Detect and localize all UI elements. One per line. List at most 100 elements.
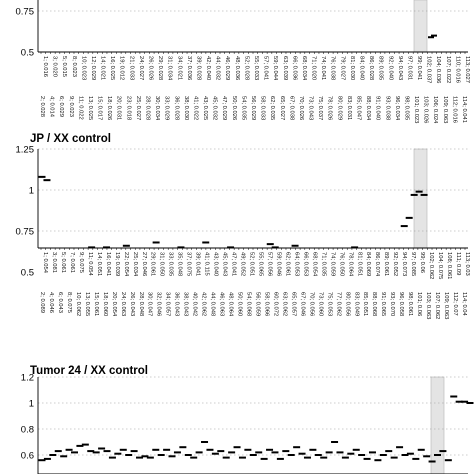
x-tick-label: 84; 0.040 <box>359 56 365 80</box>
x-tick-label: 80; 0.029 <box>336 96 342 120</box>
x-tick-label: 85; 0.051 <box>362 292 368 316</box>
x-tick-label: 109; 0.063 <box>442 96 448 123</box>
x-tick-label: 39; 0.041 <box>195 252 201 276</box>
x-tick-label: 83; 0.049 <box>353 292 359 316</box>
x-tick-label: 20; 0.031 <box>116 96 122 120</box>
x-tick-label: 101; 0.06 <box>416 292 422 316</box>
x-tick-label: 3; 0.020 <box>52 56 58 77</box>
x-tick-label: 25; 0.027 <box>135 96 141 120</box>
x-tick-label: 62; 0.061 <box>284 252 290 276</box>
chart-title: JP / XX control <box>30 133 111 145</box>
x-tick-label: 112; 0.07 <box>452 292 458 316</box>
x-tick-label: 36; 0.028 <box>173 96 179 120</box>
x-tick-label: 65; 0.057 <box>290 292 296 316</box>
x-tick-label: 106; 0.024 <box>432 96 438 124</box>
x-tick-label: 19; 0.039 <box>114 252 120 276</box>
x-tick-label: 102; 0.037 <box>426 56 432 83</box>
x-tick-label: 18; 0.060 <box>102 292 108 316</box>
x-tick-label: 42; 0.062 <box>201 292 207 316</box>
x-tick-label: 40; 0.042 <box>192 292 198 316</box>
x-tick-label: 15; 0.061 <box>93 292 99 316</box>
x-tick-label: 85; 0.047 <box>356 96 362 120</box>
x-tick-label: 5; 0.015 <box>61 56 67 77</box>
x-tick-label: 91; 0.065 <box>380 292 386 316</box>
x-tick-label: 1; 0.054 <box>42 252 48 274</box>
x-tick-label: 48; 0.036 <box>234 56 240 80</box>
x-tick-label: 26; 0.026 <box>148 56 154 80</box>
x-tick-label: 54; 0.035 <box>240 96 246 120</box>
x-tick-label: 88; 0.068 <box>371 292 377 316</box>
x-tick-label: 13; 0.025 <box>87 96 93 120</box>
x-tick-label: 76; 0.038 <box>330 56 336 80</box>
chart-title: Tumor 24 / XX control <box>30 365 148 377</box>
x-tick-label: 8; 0.023 <box>71 56 77 77</box>
x-tick-label: 14; 0.021 <box>100 56 106 80</box>
x-tick-label: 109; 0.063 <box>443 292 449 319</box>
x-tick-label: 24; 0.027 <box>138 56 144 80</box>
x-tick-label: 30; 0.047 <box>147 292 153 316</box>
x-tick-label: 24; 0.063 <box>120 292 126 316</box>
y-tick-label: 1 <box>29 399 34 410</box>
x-tick-label: 73; 0.060 <box>317 292 323 316</box>
x-tick-label: 47; 0.041 <box>231 252 237 276</box>
x-tick-label: 15; 0.017 <box>97 96 103 120</box>
x-tick-label: 52; 0.051 <box>249 252 255 276</box>
x-tick-label: 29; 0.028 <box>157 56 163 80</box>
x-tick-label: 80; 0.056 <box>344 292 350 316</box>
x-tick-label: 44; 0.048 <box>210 292 216 316</box>
x-tick-label: 113; 0.03 <box>464 252 470 276</box>
x-tick-label: 20; 0.054 <box>111 292 117 317</box>
x-tick-label: 43; 0.025 <box>202 96 208 120</box>
x-tick-label: 16; 0.025 <box>109 56 115 80</box>
x-tick-label: 1; 0.016 <box>42 56 48 77</box>
x-tick-label: 108; 0.061 <box>446 252 452 279</box>
x-tick-label: 103; 0.063 <box>425 292 431 319</box>
x-tick-label: 112; 0.016 <box>451 96 457 123</box>
x-tick-label: 68; 0.054 <box>311 252 317 277</box>
x-tick-label: 4; 0.046 <box>48 292 54 313</box>
x-tick-label: 18; 0.026 <box>106 96 112 120</box>
x-tick-label: 45; 0.032 <box>212 96 218 120</box>
x-tick-label: 37; 0.075 <box>186 252 192 276</box>
x-tick-label: 86; 0.028 <box>368 56 374 80</box>
chart-panel-top: 0.750.51; 0.016 3; 0.020 5; 0.015 8; 0.023 1… <box>16 0 470 124</box>
x-tick-label: 77; 0.062 <box>335 292 341 316</box>
x-tick-label: 9; 0.075 <box>78 252 84 273</box>
x-tick-label: 76; 0.050 <box>338 252 344 276</box>
x-tick-label: 21; 0.033 <box>128 56 134 80</box>
x-tick-label: 98; 0.061 <box>407 292 413 316</box>
x-tick-label: 10; 0.023 <box>80 56 86 80</box>
x-tick-label: 7; 0.061 <box>69 252 75 273</box>
x-tick-label: 10; 0.062 <box>75 292 81 316</box>
x-tick-label: 41; 0.022 <box>192 96 198 120</box>
x-tick-label: 92; 0.052 <box>392 252 398 276</box>
x-tick-label: 33; 0.035 <box>168 252 174 276</box>
x-tick-label: 97; 0.031 <box>406 56 412 80</box>
x-tick-label: 4; 0.014 <box>49 96 55 118</box>
x-tick-label: 114; 0.041 <box>461 96 467 123</box>
x-tick-label: 66; 0.053 <box>302 252 308 276</box>
x-tick-label: 44; 0.032 <box>215 56 221 80</box>
x-tick-label: 19; 0.012 <box>119 56 125 80</box>
y-tick-label: 0.8 <box>21 425 34 436</box>
x-tick-label: 9; 0.023 <box>68 96 74 117</box>
y-tick-label: 1.25 <box>16 145 35 156</box>
x-tick-label: 2; 0.028 <box>39 96 45 117</box>
y-tick-label: 0.6 <box>21 451 34 462</box>
x-tick-label: 79; 0.027 <box>339 56 345 80</box>
x-tick-label: 94; 0.073 <box>401 252 407 276</box>
x-tick-label: 16; 0.041 <box>105 252 111 276</box>
x-tick-label: 37; 0.036 <box>186 56 192 80</box>
x-tick-label: 27; 0.046 <box>141 252 147 276</box>
x-tick-label: 89; 0.061 <box>383 252 389 276</box>
x-tick-label: 28; 0.048 <box>138 292 144 316</box>
x-tick-label: 64; 0.053 <box>293 252 299 276</box>
x-tick-label: 111; 0.09 <box>455 252 461 275</box>
x-tick-label: 63; 0.039 <box>282 56 288 80</box>
x-tick-label: 104; 0.075 <box>437 252 443 279</box>
x-tick-label: 91; 0.040 <box>375 96 381 120</box>
x-tick-label: 65; 0.027 <box>279 96 285 120</box>
x-tick-label: 66; 0.036 <box>291 56 297 80</box>
x-tick-label: 81; 0.051 <box>356 252 362 276</box>
